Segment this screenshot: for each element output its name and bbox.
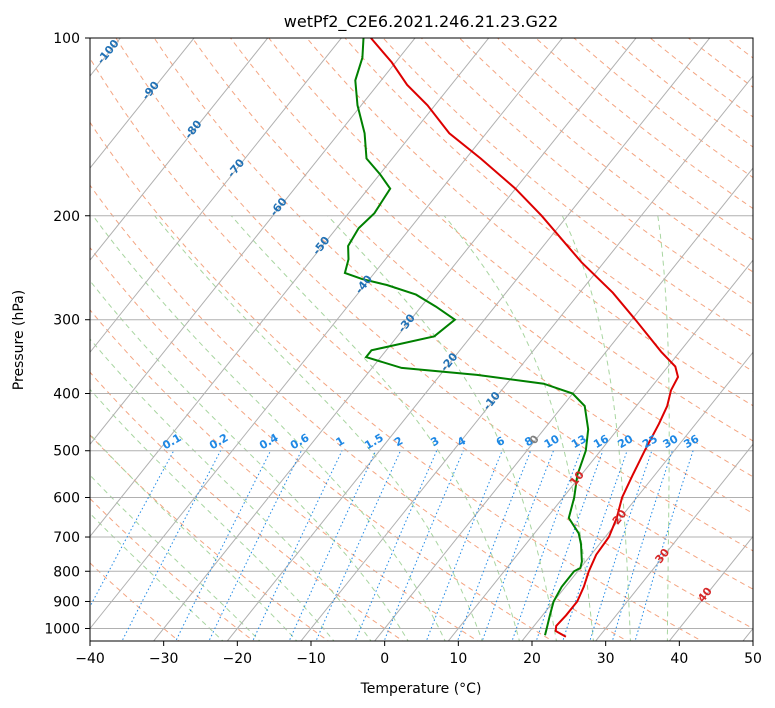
mixing-ratio-line (481, 450, 554, 641)
moist-adiabat-line (90, 512, 224, 641)
mixing-ratio-line (511, 450, 582, 641)
moist-adiabat-line (561, 215, 631, 641)
temperature-profile-line (370, 38, 680, 638)
moist-adiabat-line (90, 280, 409, 641)
isotherm-line (447, 259, 753, 641)
sounding-profiles (343, 38, 680, 638)
pressure-gridlines (90, 38, 753, 629)
mixing-ratio-line (354, 450, 438, 641)
isotherm-line (90, 38, 564, 630)
y-tick-label: 400 (53, 387, 80, 403)
dewpoint-profile-line (343, 38, 590, 636)
x-tick-label: 50 (744, 651, 762, 667)
y-tick-label: 600 (53, 490, 80, 506)
moist-adiabat-line (154, 215, 483, 641)
moist-adiabat-line (443, 215, 595, 641)
mixing-ratio-line (562, 450, 628, 641)
x-tick-label: 20 (523, 651, 541, 667)
x-tick-label: 0 (380, 651, 389, 667)
dry-adiabat-line (90, 246, 554, 641)
x-axis-ticks: −40 −30 −20 −10 0 10 20 30 40 50 (75, 641, 762, 667)
dry-adiabat-line (90, 57, 753, 630)
y-tick-label: 900 (53, 594, 80, 610)
mixing-ratio-line (535, 450, 604, 641)
isotherm-line (226, 38, 711, 641)
isotherm-line (90, 38, 490, 538)
skewed-isotherms (90, 38, 753, 641)
mixing-ratio-line (383, 450, 464, 641)
moist-adiabat-line (230, 215, 520, 641)
x-tick-label: −40 (75, 651, 105, 667)
y-tick-label: 300 (53, 313, 80, 329)
mixing-ratio-line (589, 450, 653, 641)
y-axis-ticks: 100 200 300 400 500 600 700 800 900 1000 (44, 31, 90, 637)
plot-area (90, 38, 753, 641)
isotherm-line (300, 75, 753, 641)
x-tick-label: 10 (449, 651, 467, 667)
mixing-ratio-line (611, 450, 673, 641)
isotherm-line (153, 38, 637, 641)
isotherm-line (595, 443, 753, 641)
moist-adiabat-line (90, 338, 372, 641)
isotherm-line (374, 167, 753, 641)
mixing-ratio-line (121, 450, 222, 641)
y-tick-label: 200 (53, 209, 80, 225)
isotherm-line (90, 38, 343, 354)
isotherm-line (521, 351, 753, 641)
y-tick-label: 100 (53, 31, 80, 47)
y-tick-label: 800 (53, 564, 80, 580)
dry-adiabat-line (268, 38, 753, 442)
dry-adiabat-line (344, 38, 753, 372)
x-axis-label: Temperature (°C) (360, 681, 482, 697)
mixing-ratio-line (634, 450, 694, 641)
chart-title: wetPf2_C2E6.2021.246.21.23.G22 (284, 12, 558, 32)
x-tick-label: 30 (597, 651, 615, 667)
x-tick-label: −30 (149, 651, 179, 667)
mixing-ratio-line (252, 450, 343, 641)
mixing-ratio-lines (90, 450, 694, 641)
moist-adiabat-line (90, 388, 335, 641)
dry-adiabat-line (90, 434, 330, 641)
mixing-ratio-line (425, 450, 503, 641)
y-axis-label: Pressure (hPa) (11, 290, 27, 390)
isotherm-line (90, 38, 416, 446)
x-tick-label: −20 (223, 651, 253, 667)
mixing-ratio-line (456, 450, 532, 641)
y-tick-label: 700 (53, 530, 80, 546)
dry-adiabat-line (191, 38, 753, 514)
y-tick-label: 500 (53, 444, 80, 460)
moist-adiabat-line (90, 433, 298, 641)
moist-adiabat-line (657, 215, 670, 641)
x-tick-label: −10 (296, 651, 326, 667)
isotherm-line (90, 38, 269, 261)
plot-frame (89, 37, 754, 642)
mixing-ratio-line (90, 450, 175, 608)
x-tick-label: 40 (670, 651, 688, 667)
isotherm-line (90, 38, 195, 169)
y-tick-label: 1000 (44, 621, 80, 637)
mixing-ratio-line (208, 450, 302, 641)
isotherm-line (668, 535, 753, 641)
moist-adiabat-line (90, 474, 261, 641)
